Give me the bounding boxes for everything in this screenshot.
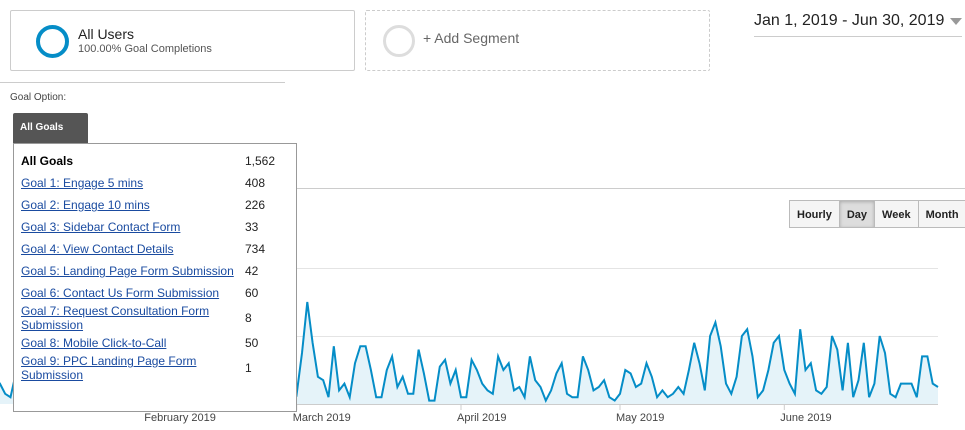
goal-row[interactable]: Goal 7: Request Consultation Form Submis… xyxy=(21,304,285,332)
segment-icon xyxy=(36,25,69,58)
goal-row[interactable]: Goal 5: Landing Page Form Submission 42 xyxy=(21,260,285,282)
goal-name[interactable]: Goal 3: Sidebar Contact Form xyxy=(21,220,181,234)
segment-name: All Users xyxy=(78,26,135,42)
add-icon xyxy=(383,25,415,57)
goal-name[interactable]: Goal 4: View Contact Details xyxy=(21,242,174,256)
goal-count: 8 xyxy=(245,311,252,325)
goal-name[interactable]: Goal 5: Landing Page Form Submission xyxy=(21,264,234,278)
date-range-text: Jan 1, 2019 - Jun 30, 2019 xyxy=(754,12,945,29)
x-tick-label: June 2019 xyxy=(780,412,831,424)
goal-count: 1 xyxy=(245,361,252,375)
goal-name[interactable]: Goal 6: Contact Us Form Submission xyxy=(21,286,220,300)
goal-option-label: Goal Option: xyxy=(10,92,67,103)
goal-dropdown: All Goals 1,562 Goal 1: Engage 5 mins 408 Go… xyxy=(13,143,297,412)
view-buttons: Hourly Day Week Month xyxy=(789,200,965,228)
goal-name[interactable]: Goal 7: Request Consultation Form Submis… xyxy=(21,304,210,332)
x-tick-label: April 2019 xyxy=(457,412,507,424)
view-button[interactable]: Month xyxy=(918,200,965,228)
goal-row[interactable]: Goal 6: Contact Us Form Submission 60 xyxy=(21,282,285,304)
x-tick-label: March 2019 xyxy=(293,412,351,424)
goal-count: 408 xyxy=(245,176,266,190)
segment-detail: 100.00% Goal Completions xyxy=(78,43,212,55)
goal-name[interactable]: All Goals xyxy=(21,154,74,168)
goal-count: 734 xyxy=(245,242,266,256)
view-button[interactable]: Day xyxy=(839,200,876,228)
goal-button[interactable]: All Goals xyxy=(13,113,88,144)
view-button[interactable]: Hourly xyxy=(790,200,840,228)
goal-count: 33 xyxy=(245,220,259,234)
goal-name[interactable]: Goal 2: Engage 10 mins xyxy=(21,198,150,212)
goal-count: 1,562 xyxy=(245,154,276,168)
x-tick-label: May 2019 xyxy=(616,412,664,424)
goal-row[interactable]: All Goals 1,562 xyxy=(21,150,285,172)
divider xyxy=(297,188,965,189)
goal-row[interactable]: Goal 3: Sidebar Contact Form 33 xyxy=(21,216,285,238)
x-tick-label: February 2019 xyxy=(144,412,216,424)
goal-row[interactable]: Goal 4: View Contact Details 734 xyxy=(21,238,285,260)
add-segment: + Add Segment xyxy=(423,30,520,46)
divider xyxy=(0,82,285,83)
dropdown-arrow xyxy=(950,18,962,25)
goal-row[interactable]: Goal 9: PPC Landing Page Form Submission… xyxy=(21,354,285,382)
goal-count: 42 xyxy=(245,264,259,278)
goal-count: 50 xyxy=(245,336,259,350)
goal-name[interactable]: Goal 8: Mobile Click-to-Call xyxy=(21,336,167,350)
goal-row[interactable]: Goal 8: Mobile Click-to-Call 50 xyxy=(21,332,285,354)
goal-row[interactable]: Goal 1: Engage 5 mins 408 xyxy=(21,172,285,194)
goal-count: 226 xyxy=(245,198,266,212)
segment-card[interactable]: All Users 100.00% Goal Completions xyxy=(10,10,355,71)
goal-name[interactable]: Goal 1: Engage 5 mins xyxy=(21,176,144,190)
date-range[interactable]: Jan 1, 2019 - Jun 30, 2019 xyxy=(754,12,962,37)
view-button[interactable]: Week xyxy=(875,200,919,228)
add-segment-card[interactable]: + Add Segment xyxy=(365,10,710,71)
goal-row[interactable]: Goal 2: Engage 10 mins 226 xyxy=(21,194,285,216)
goal-name[interactable]: Goal 9: PPC Landing Page Form Submission xyxy=(21,354,197,382)
goal-count: 60 xyxy=(245,286,259,300)
